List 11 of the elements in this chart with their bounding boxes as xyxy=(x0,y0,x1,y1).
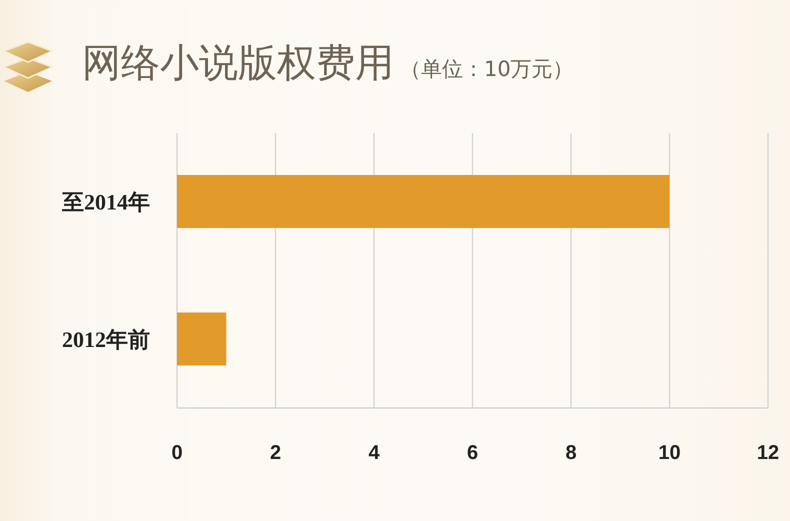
x-tick-label: 10 xyxy=(658,442,681,464)
x-tick-label: 4 xyxy=(368,442,380,464)
chart-title: 网络小说版权费用 xyxy=(82,40,394,88)
x-tick-label: 0 xyxy=(171,442,183,464)
y-tick-label: 2012年前 xyxy=(62,327,150,352)
chart-subtitle: （单位：10万元） xyxy=(400,56,574,83)
y-tick-label: 至2014年 xyxy=(61,190,150,215)
x-tick-label: 2 xyxy=(270,442,282,464)
x-tick-label: 12 xyxy=(756,442,780,464)
x-tick-label: 8 xyxy=(565,442,577,464)
x-tick-label: 6 xyxy=(466,442,478,464)
